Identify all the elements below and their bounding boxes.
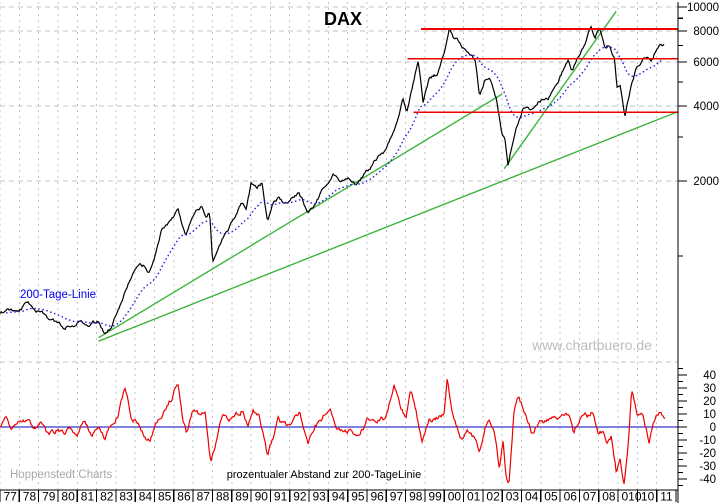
watermark: www.chartbuero.de — [531, 337, 652, 353]
pct-distance-line — [0, 379, 666, 484]
pct-axis-label: 0 — [710, 422, 716, 434]
year-label: 99 — [428, 490, 442, 503]
year-label: 82 — [100, 490, 114, 503]
year-label: 05 — [544, 490, 558, 503]
label-layer: DAX 200-Tage-Linie www.chartbuero.de Hop… — [10, 9, 652, 481]
year-label: 98 — [409, 490, 423, 503]
lower-panel-label: prozentualer Abstand zur 200-TageLinie — [227, 469, 421, 481]
pct-axis-label: 10 — [703, 409, 716, 421]
year-label: 90 — [255, 490, 269, 503]
year-label: 81 — [81, 490, 95, 503]
pct-axis-label: -20 — [699, 448, 716, 460]
pct-axis-label: -30 — [699, 461, 716, 473]
year-label: 08 — [602, 490, 616, 503]
pct-axis-label: -10 — [699, 435, 716, 447]
moving-average-line — [5, 46, 665, 327]
trend-lines-layer — [98, 10, 679, 342]
trend-line — [503, 10, 617, 170]
year-label: 77 — [4, 490, 18, 503]
price-axis-label: 10000 — [687, 2, 719, 14]
trend-line — [98, 93, 503, 339]
year-label: 96 — [371, 490, 385, 503]
year-label: 80 — [61, 490, 75, 503]
year-label: 00 — [448, 490, 462, 503]
year-label: 78 — [23, 490, 37, 503]
year-label: 04 — [525, 490, 539, 503]
resistance-lines-layer — [407, 28, 678, 114]
year-label: 83 — [119, 490, 133, 503]
year-label: 85 — [158, 490, 172, 503]
branding-label: Hoppenstedt Charts — [10, 469, 113, 481]
series-layer — [0, 25, 678, 484]
moving-average-label: 200-Tage-Linie — [20, 289, 96, 301]
year-label: 10 — [641, 490, 655, 503]
year-label: 01 — [467, 490, 481, 503]
pct-axis-label: 40 — [703, 370, 716, 382]
year-label: 88 — [216, 490, 230, 503]
price-axis-label: 2000 — [693, 176, 719, 188]
year-label: 95 — [351, 490, 365, 503]
trend-line — [98, 110, 679, 342]
year-label: 87 — [197, 490, 211, 503]
year-label: 02 — [486, 490, 500, 503]
year-label: 03 — [506, 490, 520, 503]
price-line — [0, 25, 665, 335]
pct-axis-label: 20 — [703, 396, 716, 408]
grid-layer — [0, 2, 678, 490]
year-label: 010 — [622, 490, 642, 503]
year-label: 11 — [660, 490, 673, 503]
price-axis-label: 6000 — [693, 57, 719, 69]
year-label: 94 — [332, 490, 346, 503]
year-label: 89 — [235, 490, 249, 503]
year-label: 06 — [564, 490, 578, 503]
year-label: 86 — [177, 490, 191, 503]
year-label: 79 — [42, 490, 56, 503]
year-label: 93 — [313, 490, 327, 503]
price-axis-label: 8000 — [693, 26, 719, 38]
year-label: 84 — [139, 490, 153, 503]
year-label: 07 — [583, 490, 597, 503]
year-label: 97 — [390, 490, 404, 503]
chart-title: DAX — [324, 9, 362, 29]
price-axis-label: 4000 — [693, 101, 719, 113]
pct-axis-label: 30 — [703, 383, 716, 395]
year-label: 91 — [274, 490, 288, 503]
year-label: 92 — [293, 490, 307, 503]
pct-axis-label: -40 — [699, 474, 716, 486]
